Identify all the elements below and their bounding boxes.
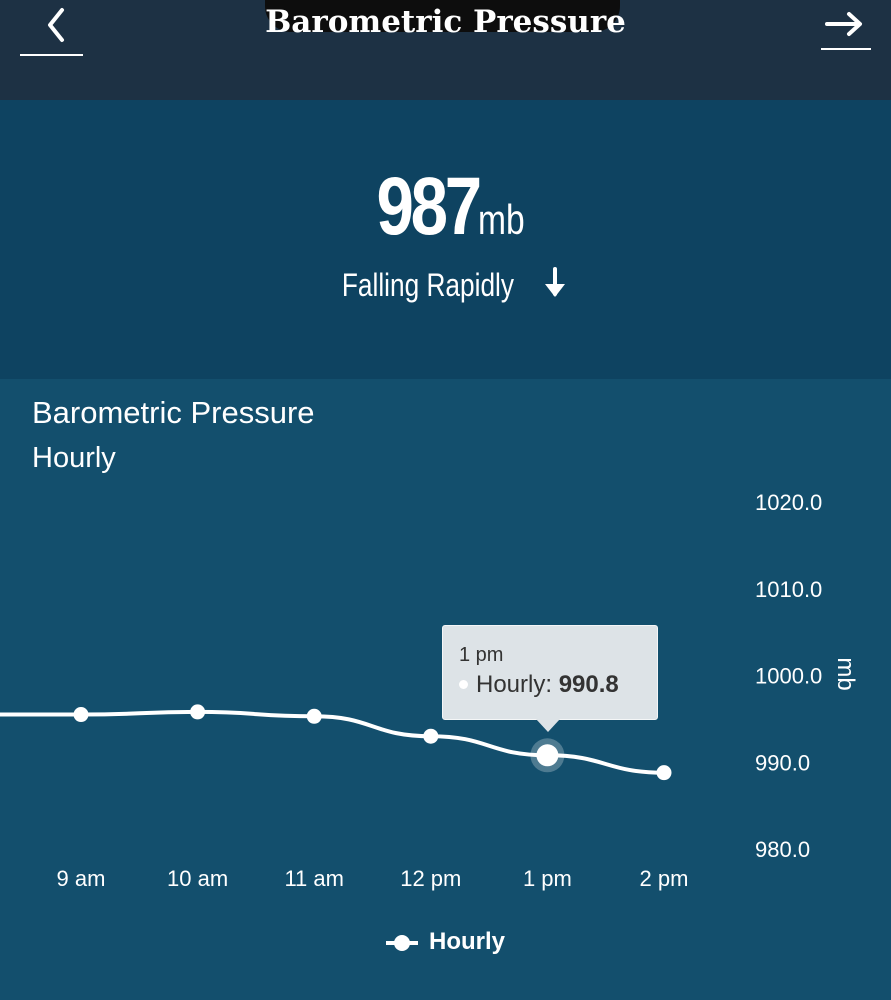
tooltip-series-line: Hourly: 990.8: [459, 671, 619, 699]
series-hourly: [0, 704, 672, 781]
data-point-highlighted[interactable]: [536, 744, 559, 767]
data-point[interactable]: [190, 704, 206, 720]
trend-row: Falling Rapidly: [0, 266, 891, 304]
page-title: Barometric Pressure: [265, 4, 626, 40]
data-point[interactable]: [73, 707, 89, 723]
data-point[interactable]: [423, 728, 439, 744]
data-point[interactable]: [306, 708, 322, 724]
y-tick-label: 1020.0: [755, 490, 822, 515]
y-axis-label: mb: [832, 657, 859, 690]
y-tick-label: 990.0: [755, 750, 810, 775]
reading-value-row: 987 mb: [0, 160, 891, 254]
y-tick-label: 1000.0: [755, 664, 822, 689]
x-tick-label: 9 am: [57, 866, 106, 891]
x-tick-label: 1 pm: [523, 866, 572, 891]
chart-tooltip: 1 pm Hourly: 990.8: [442, 625, 658, 732]
arrow-right-icon: [825, 12, 862, 36]
chart-title: Barometric Pressure: [32, 395, 315, 430]
y-tick-label: 980.0: [755, 837, 810, 862]
x-tick-label: 2 pm: [640, 866, 689, 891]
pressure-unit: mb: [478, 196, 525, 243]
tooltip-series-label: Hourly:: [476, 671, 553, 698]
y-tick-label: 1010.0: [755, 577, 822, 602]
tooltip-series-dot: [459, 680, 468, 689]
next-button[interactable]: [821, 0, 871, 50]
legend-line-marker-icon: [386, 935, 418, 951]
tooltip-time: 1 pm: [459, 644, 504, 666]
series-line: [0, 709, 665, 775]
trend-label: Falling Rapidly: [341, 267, 515, 303]
chevron-left-icon: [48, 8, 64, 42]
x-tick-label: 11 am: [284, 866, 344, 891]
y-axis-ticks: 980.0 990.0 1000.0 1010.0 1020.0: [755, 490, 822, 862]
x-axis-ticks: 9 am 10 am 11 am 12 pm 1 pm 2 pm: [57, 866, 689, 891]
legend-label: Hourly: [429, 928, 506, 955]
x-tick-label: 10 am: [167, 866, 228, 891]
current-reading-panel: 987 mb Falling Rapidly: [0, 100, 891, 379]
top-navigation-bar: Barometric Pressure: [0, 0, 891, 100]
data-point[interactable]: [656, 765, 672, 781]
device-notch: [265, 0, 620, 32]
chart-subtitle: Hourly: [32, 442, 116, 474]
x-tick-label: 12 pm: [400, 866, 461, 891]
pressure-line-chart[interactable]: 980.0 990.0 1000.0 1010.0 1020.0 mb 9 am 10 a…: [0, 379, 891, 1000]
back-button[interactable]: [20, 0, 83, 56]
arrow-down-icon: [544, 267, 565, 297]
tooltip-value: 990.8: [558, 671, 619, 698]
pressure-value: 987: [376, 161, 483, 252]
